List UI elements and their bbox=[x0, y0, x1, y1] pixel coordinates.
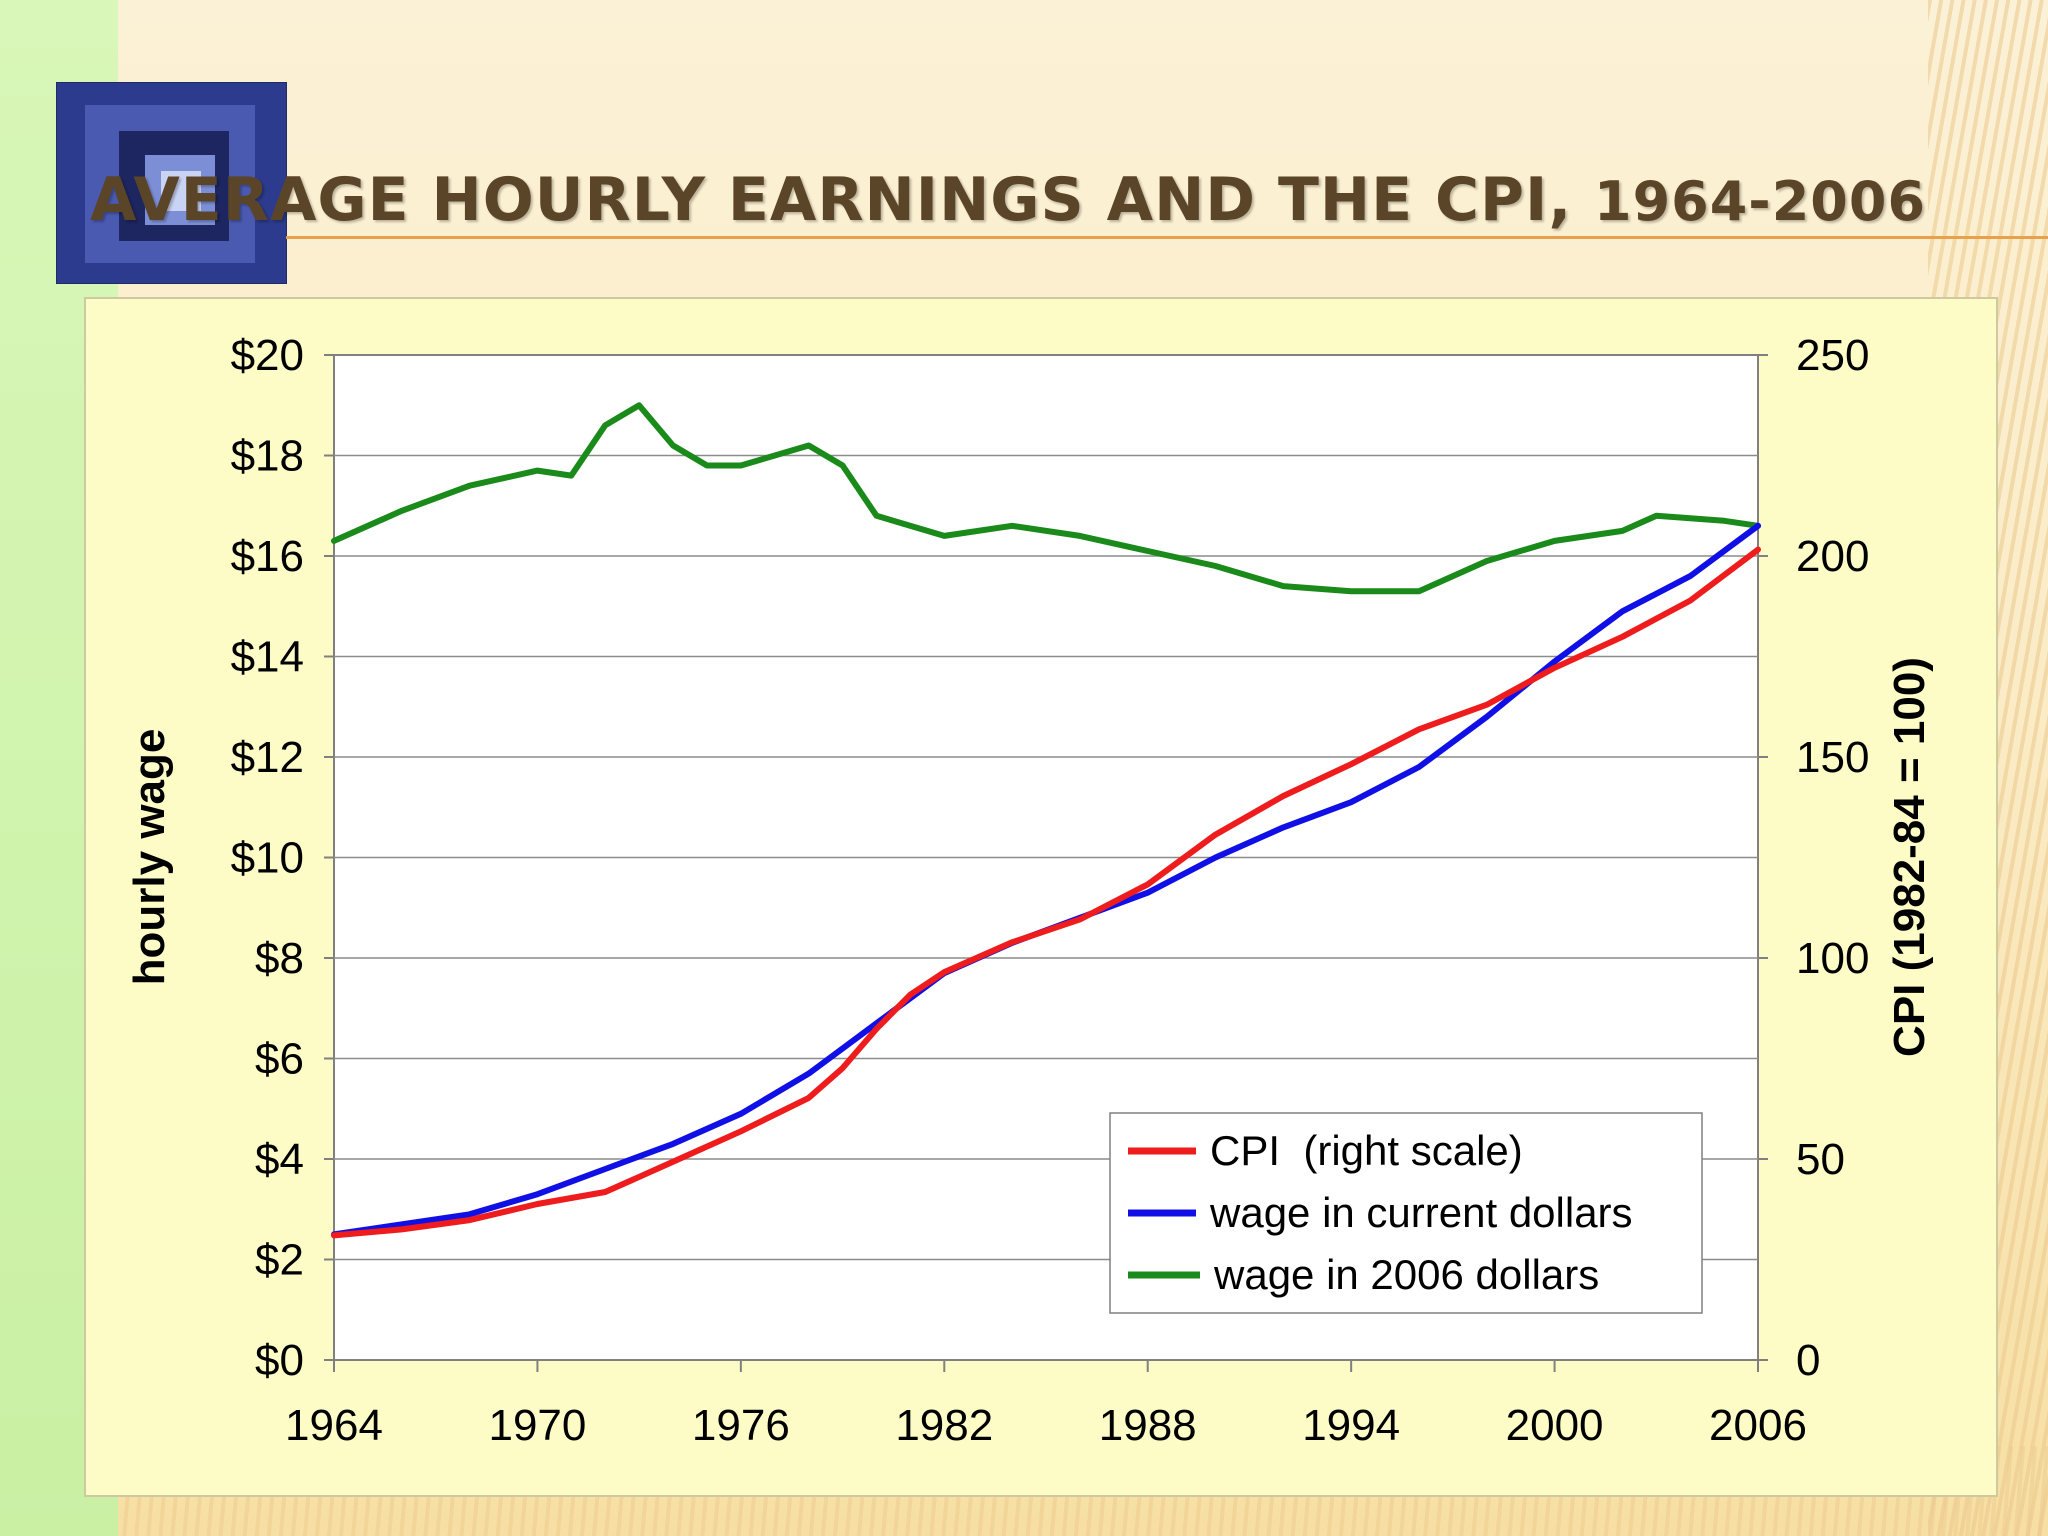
y-tick-label: $6 bbox=[255, 1035, 304, 1084]
legend-label-current: wage in current dollars bbox=[1209, 1189, 1633, 1236]
x-tick-label: 2006 bbox=[1709, 1401, 1807, 1450]
x-tick-label: 1988 bbox=[1099, 1401, 1197, 1450]
y2-tick-label: 200 bbox=[1796, 532, 1869, 581]
y2-tick-label: 100 bbox=[1796, 934, 1869, 983]
y-tick-label: $2 bbox=[255, 1236, 304, 1285]
y2-tick-labels: 0 50 100 150 200 250 bbox=[1796, 331, 1869, 1385]
y-tick-label: $14 bbox=[231, 633, 304, 682]
legend-label-real: wage in 2006 dollars bbox=[1213, 1251, 1599, 1298]
line-chart: $0 $2 $4 $6 $8 $10 $12 $14 $16 $18 $20 0 50 100 150 20… bbox=[125, 331, 1934, 1450]
y2-axis-label: CPI (1982-84 = 100) bbox=[1885, 657, 1934, 1057]
series-line-real-wage bbox=[331, 402, 1761, 595]
legend-box bbox=[1109, 1112, 1703, 1314]
x-tick-label: 1976 bbox=[692, 1401, 790, 1450]
legend: CPI (right scale) wage in current dollar… bbox=[1109, 1112, 1703, 1314]
y2-tick-label: 0 bbox=[1796, 1336, 1820, 1385]
y-axis-label: hourly wage bbox=[125, 729, 174, 986]
x-tick-label: 2000 bbox=[1506, 1401, 1604, 1450]
x-tick-label: 1964 bbox=[285, 1401, 383, 1450]
y2-tick-label: 250 bbox=[1796, 331, 1869, 380]
y-tick-label: $16 bbox=[231, 532, 304, 581]
y-tick-label: $0 bbox=[255, 1336, 304, 1385]
y-tick-label: $18 bbox=[231, 432, 304, 481]
y-tick-label: $10 bbox=[231, 834, 304, 883]
x-tick-label: 1994 bbox=[1302, 1401, 1400, 1450]
series-line-cpi bbox=[331, 546, 1761, 1239]
slide-title-years: 1964-2006 bbox=[1594, 170, 1927, 233]
y2-tick-label: 50 bbox=[1796, 1135, 1845, 1184]
x-tick-label: 1982 bbox=[895, 1401, 993, 1450]
slide-title-main: AVERAGE HOURLY EARNINGS AND THE CPI, bbox=[90, 165, 1595, 235]
y-tick-label: $12 bbox=[231, 733, 304, 782]
y-tick-label: $20 bbox=[231, 331, 304, 380]
y2-tick-label: 150 bbox=[1796, 733, 1869, 782]
slide-photo bbox=[57, 83, 286, 283]
title-underline bbox=[286, 236, 2048, 239]
y-tick-label: $8 bbox=[255, 934, 304, 983]
y-tick-label: $4 bbox=[255, 1135, 304, 1184]
legend-label-cpi: CPI (right scale) bbox=[1210, 1127, 1523, 1174]
slide-title: AVERAGE HOURLY EARNINGS AND THE CPI, 196… bbox=[90, 165, 1926, 235]
y-tick-labels: $0 $2 $4 $6 $8 $10 $12 $14 $16 $18 $20 bbox=[231, 331, 304, 1385]
series-lines bbox=[331, 402, 1761, 1239]
chart-panel: $0 $2 $4 $6 $8 $10 $12 $14 $16 $18 $20 0 50 100 150 20… bbox=[84, 297, 1998, 1497]
x-tick-label: 1970 bbox=[488, 1401, 586, 1450]
x-tick-labels: 1964 1970 1976 1982 1988 1994 2000 2006 bbox=[285, 1401, 1807, 1450]
